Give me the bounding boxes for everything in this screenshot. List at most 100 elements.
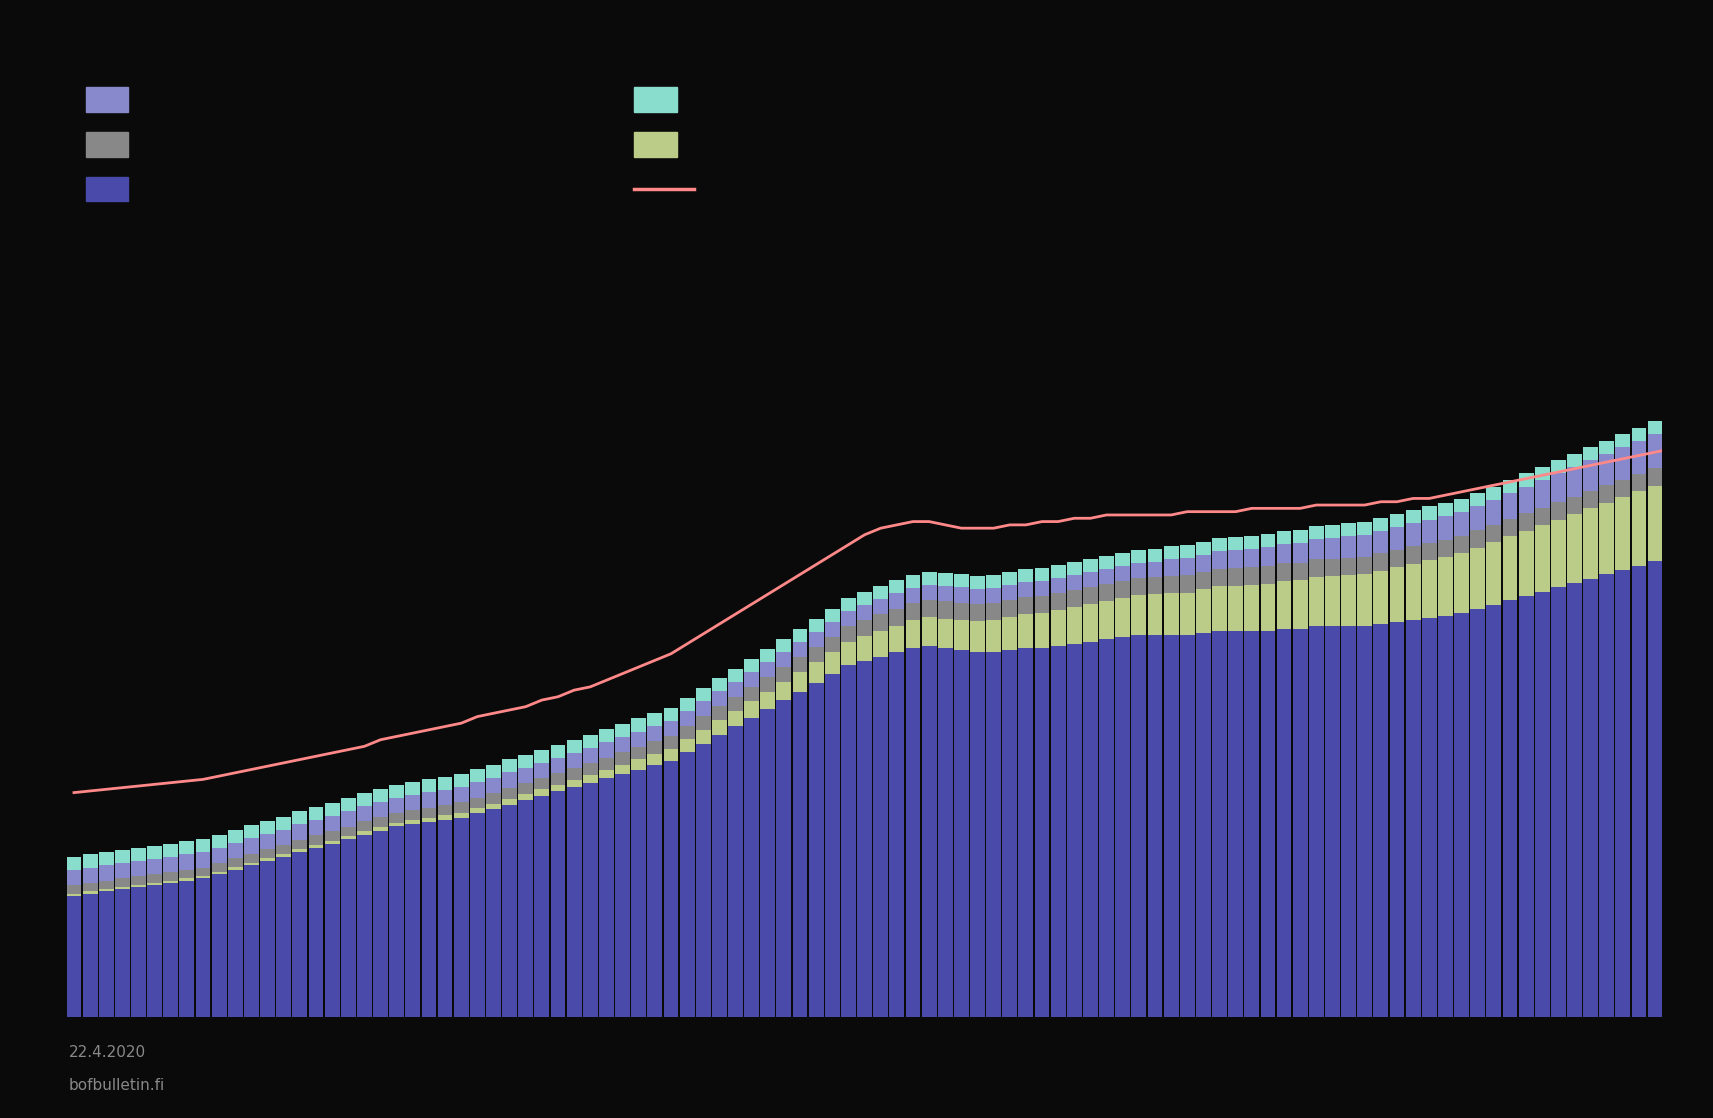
Bar [534, 778, 550, 789]
Bar [115, 863, 130, 879]
Bar [260, 859, 276, 861]
Bar [889, 580, 904, 594]
Bar [1326, 576, 1340, 626]
Bar [1180, 558, 1194, 575]
Bar [1083, 604, 1098, 642]
Bar [1131, 595, 1146, 635]
Bar [1487, 524, 1501, 542]
Bar [632, 770, 646, 1017]
Bar [550, 792, 565, 1017]
Bar [793, 657, 807, 672]
Bar [308, 835, 324, 845]
Bar [1615, 435, 1631, 447]
Bar [856, 661, 872, 1017]
Bar [648, 713, 663, 726]
Bar [469, 813, 485, 1017]
Bar [406, 811, 420, 821]
Bar [1244, 631, 1259, 1017]
Bar [1648, 485, 1663, 561]
Bar [356, 806, 372, 822]
Bar [600, 729, 613, 742]
Bar [1213, 587, 1227, 631]
Bar [1535, 591, 1550, 1017]
Bar [325, 844, 339, 1017]
Bar [1374, 519, 1388, 531]
Bar [954, 575, 970, 587]
Bar [1422, 618, 1437, 1017]
Bar [1422, 543, 1437, 560]
Bar [1196, 555, 1211, 572]
Bar [469, 808, 485, 813]
Bar [389, 785, 404, 797]
Bar [680, 739, 694, 752]
Bar [1180, 546, 1194, 558]
Bar [373, 789, 387, 802]
Bar [1148, 561, 1163, 577]
Bar [325, 841, 339, 844]
Bar [293, 812, 307, 824]
Bar [1341, 537, 1357, 558]
Bar [519, 768, 533, 783]
Bar [809, 662, 824, 683]
Bar [99, 889, 113, 891]
Bar [67, 870, 82, 884]
Bar [1019, 597, 1033, 614]
Bar [793, 629, 807, 642]
Bar [1663, 480, 1679, 557]
Bar [356, 793, 372, 806]
Bar [1293, 530, 1307, 542]
Bar [1567, 467, 1581, 496]
Bar [228, 870, 243, 1017]
Bar [922, 600, 937, 617]
Bar [600, 778, 613, 1017]
Bar [147, 884, 163, 1017]
Bar [1470, 609, 1485, 1017]
Bar [1293, 580, 1307, 628]
Bar [1100, 639, 1113, 1017]
Bar [341, 798, 356, 812]
Bar [632, 759, 646, 770]
Bar [1163, 559, 1179, 576]
Bar [841, 598, 856, 612]
Bar [1148, 595, 1163, 635]
Bar [373, 817, 387, 827]
Bar [180, 881, 194, 1017]
Bar [841, 612, 856, 626]
Bar [1309, 559, 1324, 577]
Bar [632, 747, 646, 759]
Bar [1422, 506, 1437, 520]
Bar [356, 822, 372, 832]
Bar [260, 834, 276, 850]
Bar [713, 707, 726, 720]
Bar [180, 879, 194, 881]
Bar [632, 731, 646, 747]
Bar [1567, 582, 1581, 1017]
Bar [937, 618, 952, 648]
Bar [1663, 428, 1679, 463]
Bar [663, 749, 678, 761]
Bar [695, 701, 711, 717]
Bar [728, 727, 743, 1017]
Bar [421, 822, 437, 1017]
Bar [743, 686, 759, 701]
Bar [743, 672, 759, 686]
Bar [421, 779, 437, 793]
Bar [906, 620, 920, 648]
Bar [1374, 531, 1388, 553]
Bar [648, 726, 663, 741]
Bar [260, 850, 276, 859]
Bar [1326, 626, 1340, 1017]
Bar [1389, 550, 1405, 567]
Bar [308, 845, 324, 847]
Bar [663, 736, 678, 749]
Bar [437, 777, 452, 789]
Bar [1261, 631, 1276, 1017]
Bar [519, 755, 533, 768]
Bar [615, 774, 630, 1017]
Bar [1228, 586, 1244, 631]
Bar [502, 805, 517, 1017]
Bar [1228, 568, 1244, 586]
Bar [970, 622, 985, 653]
Bar [276, 856, 291, 1017]
Bar [1550, 587, 1566, 1017]
